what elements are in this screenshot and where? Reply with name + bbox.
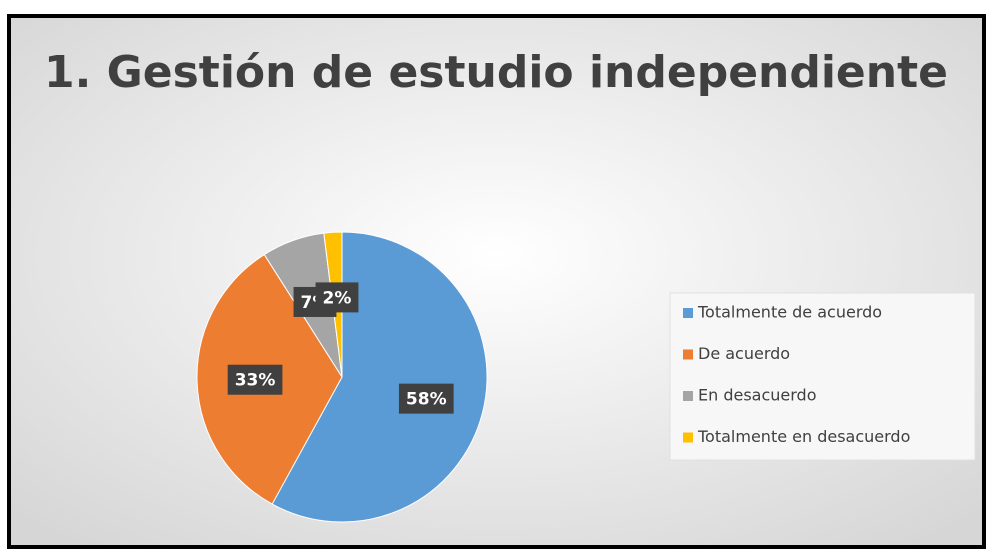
data-label-box (398, 383, 454, 414)
legend-label: De acuerdo (698, 344, 790, 363)
legend-label: Totalmente de acuerdo (697, 303, 882, 322)
legend-box (669, 292, 976, 461)
pie-slice (271, 231, 488, 523)
data-label: 33% (235, 371, 276, 391)
legend-swatch (683, 308, 693, 318)
legend-swatch (683, 432, 693, 443)
chart-title: 1. Gestión de estudio independiente (44, 47, 948, 98)
data-label-box (315, 282, 359, 313)
legend-swatch (683, 391, 693, 401)
legend-label: Totalmente en desacuerdo (697, 427, 910, 446)
legend-swatch (683, 349, 693, 360)
data-label: 58% (406, 390, 447, 410)
data-label: 2% (323, 288, 352, 308)
data-label-box (227, 364, 283, 395)
legend-label: En desacuerdo (698, 386, 817, 405)
